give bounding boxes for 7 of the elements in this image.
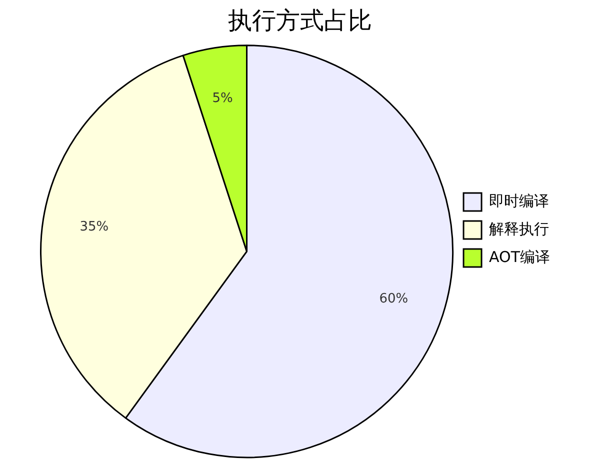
- legend-label: AOT编译: [489, 248, 550, 266]
- chart-title: 执行方式占比: [228, 6, 372, 35]
- legend-label: 即时编译: [489, 192, 550, 210]
- data-label: 5%: [212, 91, 233, 106]
- data-label: 60%: [379, 292, 408, 307]
- data-label: 35%: [80, 220, 109, 235]
- legend-label: 解释执行: [489, 220, 550, 238]
